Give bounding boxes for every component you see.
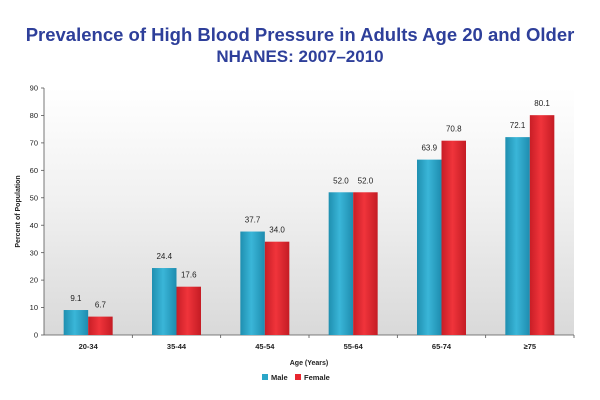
- chart-subtitle: NHANES: 2007–2010: [216, 47, 384, 66]
- x-tick-label: ≥75: [524, 342, 536, 351]
- y-tick-label: 80: [30, 111, 38, 120]
- legend-label-female: Female: [304, 373, 330, 382]
- bar-male-0: [63, 310, 89, 335]
- y-tick-label: 10: [30, 303, 38, 312]
- y-tick-label: 20: [30, 276, 38, 285]
- data-label-female: 17.6: [181, 271, 197, 280]
- bar-female-4: [441, 140, 466, 335]
- bar-male-3: [328, 192, 354, 335]
- legend-swatch-female: [295, 374, 301, 380]
- bar-female-0: [88, 316, 113, 335]
- y-tick-label: 90: [30, 84, 38, 93]
- bar-female-5: [529, 115, 555, 335]
- y-tick-label: 50: [30, 193, 38, 202]
- bar-male-2: [240, 231, 265, 335]
- bar-male-4: [417, 159, 442, 335]
- data-label-male: 24.4: [156, 252, 172, 261]
- x-tick-label: 45-54: [255, 342, 275, 351]
- y-tick-label: 0: [34, 331, 38, 340]
- y-tick-label: 30: [30, 248, 38, 257]
- data-label-male: 37.7: [245, 216, 261, 225]
- data-label-female: 80.1: [534, 99, 550, 108]
- data-label-male: 72.1: [510, 121, 526, 130]
- bar-female-3: [353, 192, 378, 335]
- bar-male-5: [505, 137, 530, 335]
- chart-title: Prevalence of High Blood Pressure in Adu…: [25, 24, 575, 45]
- data-label-female: 52.0: [358, 176, 374, 185]
- plot-background: [44, 88, 574, 335]
- data-label-male: 52.0: [333, 176, 349, 185]
- x-tick-label: 20-34: [79, 342, 99, 351]
- y-tick-label: 70: [30, 138, 38, 147]
- bar-male-1: [152, 268, 177, 335]
- y-axis-label: Percent of Population: [15, 175, 22, 247]
- legend-label-male: Male: [271, 373, 288, 382]
- x-tick-label: 35-44: [167, 342, 187, 351]
- y-tick-label: 40: [30, 221, 38, 230]
- x-axis-label: Age (Years): [290, 360, 329, 367]
- legend-swatch-male: [262, 374, 268, 380]
- x-tick-label: 65-74: [432, 342, 452, 351]
- data-label-female: 6.7: [95, 301, 107, 310]
- bar-female-2: [264, 241, 290, 335]
- x-tick-label: 55-64: [344, 342, 364, 351]
- y-tick-label: 60: [30, 166, 38, 175]
- data-label-female: 34.0: [269, 226, 285, 235]
- data-label-male: 9.1: [70, 294, 82, 303]
- data-label-male: 63.9: [421, 144, 437, 153]
- data-label-female: 70.8: [446, 125, 462, 134]
- bar-female-1: [176, 286, 201, 335]
